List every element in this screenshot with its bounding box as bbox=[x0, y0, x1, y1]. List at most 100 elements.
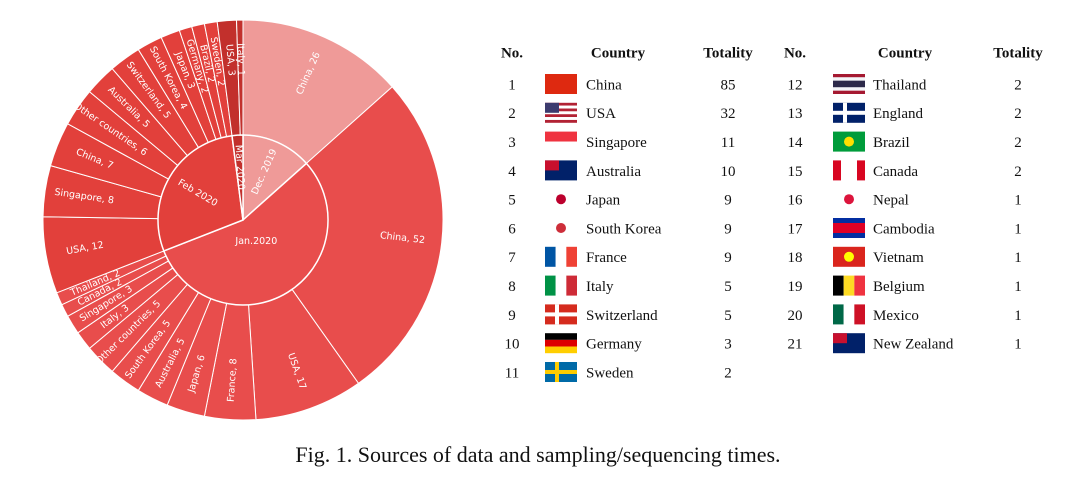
flag-stripe bbox=[545, 131, 577, 142]
totality: 2 bbox=[724, 365, 732, 381]
totality: 3 bbox=[724, 337, 732, 353]
flag-stripe bbox=[545, 119, 577, 123]
row-number: 9 bbox=[508, 308, 516, 324]
flag-stripe bbox=[833, 77, 865, 81]
country-name: Germany bbox=[586, 337, 642, 353]
column-header: Country bbox=[591, 45, 646, 61]
flag-emblem bbox=[556, 194, 566, 205]
slice-label: USA, 3 bbox=[223, 44, 237, 77]
group-label: Jan.2020 bbox=[234, 236, 277, 247]
flag-stripe bbox=[545, 74, 577, 94]
flag-stripe bbox=[545, 346, 577, 354]
caption: Fig. 1. Sources of data and sampling/seq… bbox=[295, 442, 780, 467]
country-name: Canada bbox=[873, 164, 918, 180]
totality: 32 bbox=[721, 106, 736, 122]
row-number: 14 bbox=[788, 135, 804, 151]
flag-stripe bbox=[833, 90, 865, 94]
slice-label: China, 52 bbox=[379, 230, 425, 246]
flag-emblem bbox=[844, 194, 854, 205]
row-number: 1 bbox=[508, 77, 516, 93]
country-name: USA bbox=[586, 106, 616, 122]
flag-stripe bbox=[833, 87, 865, 91]
totality: 11 bbox=[721, 135, 735, 151]
row-number: 6 bbox=[508, 221, 516, 237]
totality: 2 bbox=[1014, 77, 1022, 93]
flag-cross bbox=[545, 312, 577, 317]
totality: 1 bbox=[1014, 337, 1022, 353]
totality: 5 bbox=[724, 308, 732, 324]
flag-stripe bbox=[833, 160, 841, 181]
inner-slice bbox=[157, 134, 244, 252]
flag-stripe bbox=[545, 275, 556, 296]
flag-stripe bbox=[555, 275, 567, 296]
flag-stripe bbox=[841, 160, 849, 181]
flag-stripe bbox=[545, 246, 556, 267]
row-number: 2 bbox=[508, 106, 516, 122]
totality: 1 bbox=[1014, 308, 1022, 324]
country-name: Japan bbox=[586, 193, 621, 209]
country-name: Vietnam bbox=[873, 250, 924, 266]
flag-stripe bbox=[833, 80, 865, 84]
country-name: South Korea bbox=[586, 221, 662, 237]
flag-stripe bbox=[566, 246, 577, 267]
column-header: Totality bbox=[703, 45, 753, 61]
totality: 1 bbox=[1014, 193, 1022, 209]
totality: 9 bbox=[724, 221, 732, 237]
country-name: Mexico bbox=[873, 308, 919, 324]
flag-canton bbox=[545, 102, 559, 113]
flag-stripe bbox=[833, 223, 865, 228]
flag-emblem bbox=[556, 223, 566, 233]
row-number: 3 bbox=[508, 135, 516, 151]
flag-stripe bbox=[545, 105, 577, 109]
country-name: Sweden bbox=[586, 365, 634, 381]
country-name: Nepal bbox=[873, 193, 909, 209]
totality: 5 bbox=[724, 279, 732, 295]
flag-cross bbox=[545, 370, 577, 374]
flag-stripe bbox=[545, 114, 577, 118]
flag-stripe bbox=[833, 233, 865, 238]
totality: 9 bbox=[724, 193, 732, 209]
column-header: No. bbox=[784, 45, 806, 61]
flag-stripe bbox=[854, 304, 865, 325]
flag-stripe bbox=[545, 111, 577, 115]
flag-stripe bbox=[545, 339, 577, 347]
totality: 2 bbox=[1014, 135, 1022, 151]
flag-emblem bbox=[844, 136, 854, 147]
column-header: Country bbox=[878, 45, 933, 61]
totality: 2 bbox=[1014, 164, 1022, 180]
flag-stripe bbox=[545, 108, 577, 112]
country-name: France bbox=[586, 250, 627, 266]
row-number: 21 bbox=[788, 337, 803, 353]
flag-stripe bbox=[545, 141, 577, 152]
row-number: 12 bbox=[788, 77, 803, 93]
row-number: 11 bbox=[505, 365, 519, 381]
flag-stripe bbox=[833, 74, 865, 78]
totality: 1 bbox=[1014, 221, 1022, 237]
row-number: 20 bbox=[788, 308, 803, 324]
totality: 9 bbox=[724, 250, 732, 266]
flag-stripe bbox=[566, 275, 577, 296]
row-number: 13 bbox=[788, 106, 803, 122]
country-table: No. Country Totality No. Country Totality 1 Chi… bbox=[501, 45, 1043, 382]
flag-stripe bbox=[833, 304, 844, 325]
country-name: Belgium bbox=[873, 279, 925, 295]
country-name: New Zealand bbox=[873, 337, 954, 353]
flag-stripe bbox=[833, 84, 865, 88]
country-name: Brazil bbox=[873, 135, 910, 151]
row-number: 10 bbox=[505, 337, 520, 353]
totality: 1 bbox=[1014, 279, 1022, 295]
column-header: Totality bbox=[993, 45, 1043, 61]
row-number: 15 bbox=[788, 164, 803, 180]
country-name: China bbox=[586, 77, 622, 93]
totality: 1 bbox=[1014, 250, 1022, 266]
row-number: 17 bbox=[788, 221, 804, 237]
country-name: Thailand bbox=[873, 77, 927, 93]
flag-stripe bbox=[843, 304, 855, 325]
inner-slice bbox=[162, 162, 329, 306]
flag-canton bbox=[545, 160, 559, 171]
country-name: Australia bbox=[586, 164, 641, 180]
flag-emblem bbox=[844, 251, 854, 262]
row-number: 5 bbox=[508, 193, 516, 209]
